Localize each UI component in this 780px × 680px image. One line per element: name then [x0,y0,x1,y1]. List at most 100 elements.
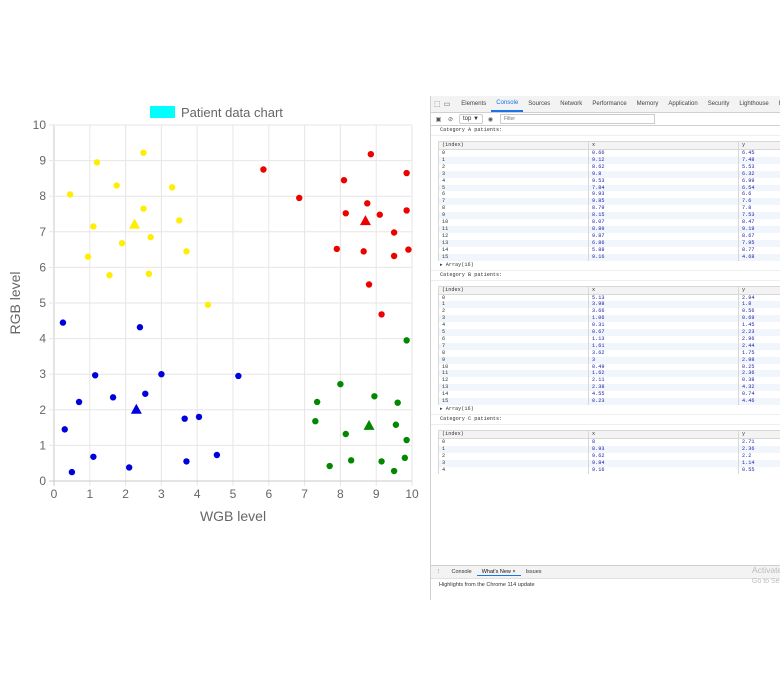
data-point [342,430,349,438]
legend-swatch [150,106,175,118]
table-header-cell[interactable]: (index) [438,430,589,439]
table-cell: 2.36 [738,445,780,453]
table-cell: 8.93 [588,445,739,453]
filter-input[interactable]: Filter [499,114,655,124]
table-header-row: (index) x y [438,285,780,295]
table-cell: 9.19 [738,225,780,233]
table-row: 14 4.55 0.74 [438,391,780,399]
table-row: 4 9.16 0.55 [438,466,780,474]
data-point [90,223,97,230]
table-cell: 7.95 [738,239,780,247]
devtools-tab-recorder[interactable]: Recorder [774,96,780,112]
context-selector[interactable]: top ▼ [459,114,483,124]
table-cell: 8 [438,349,589,357]
table-header-cell[interactable]: x [588,430,739,439]
devtools-tab-network[interactable]: Network [560,101,583,107]
table-cell: 6 [438,335,589,343]
data-point [145,270,153,278]
table-cell: 13 [438,239,589,247]
data-point [333,245,341,253]
table-cell: 9.8 [588,170,739,178]
y-tick-label: 7 [39,225,46,239]
data-point [392,421,400,428]
drawer-menu-icon[interactable]: ⋮ [436,569,442,575]
inspect-element-icon[interactable]: ⬚ [434,100,441,108]
data-point [342,210,349,217]
data-point [183,248,190,255]
data-point [136,324,144,331]
data-point [347,457,355,464]
data-point [91,372,99,379]
table-header-row: (index) x y [438,141,780,150]
data-point [260,166,267,173]
devtools-tab-elements[interactable]: Elements [461,101,487,107]
table-header-cell[interactable]: y [738,141,780,150]
x-tick-label: 10 [405,487,419,501]
centroid-marker [129,218,141,229]
devtools-tab-console[interactable]: Console [491,96,524,112]
devtools-tab-lighthouse[interactable]: Lighthouse [739,101,769,107]
x-tick-label: 0 [51,487,58,501]
table-cell: 0 [438,438,589,446]
table-row: 9 3 2.98 [438,356,780,364]
close-icon[interactable]: × [510,568,516,575]
table-header-cell[interactable]: (index) [438,285,589,295]
devtools-tab-application[interactable]: Application [668,101,698,107]
data-point [376,211,383,218]
table-cell: 3.62 [588,349,739,357]
data-point [204,301,212,308]
table-row: 15 9.16 4.68 [438,253,780,261]
table-row: 7 1.61 2.44 [438,342,780,350]
data-point [390,252,398,260]
table-cell: 0.67 [588,329,739,336]
sidebar-toggle-icon[interactable]: ▣ [435,116,442,123]
y-axis-title: RGB level [7,271,23,334]
table-cell: 14 [438,391,589,399]
drawer-tab-issues[interactable]: Issues [525,569,542,575]
table-header-cell[interactable]: (index) [438,141,589,150]
clear-console-icon[interactable]: ⊘ [447,116,454,123]
table-cell: 5.13 [588,294,739,302]
console-array-toggle[interactable]: ▸ Array(16) [431,261,780,271]
devtools-tab-sources[interactable]: Sources [528,101,551,107]
table-header-cell[interactable]: x [588,141,739,150]
devtools-tab-security[interactable]: Security [707,101,730,107]
table-cell: 0.66 [588,149,739,157]
table-cell: 12 [438,232,589,240]
table-header-cell[interactable]: x [588,285,739,295]
table-header-cell[interactable]: y [738,285,780,295]
table-row: 3 9.8 6.32 [438,170,780,178]
data-point [142,390,149,397]
table-row: 6 9.93 6.6 [438,191,780,199]
table-cell: 9.87 [588,232,739,240]
table-cell: 0.38 [738,377,780,385]
table-row: 11 1.62 2.36 [438,370,780,378]
table-row: 12 2.11 0.38 [438,377,780,385]
table-cell: 9.53 [588,177,739,185]
eye-icon[interactable]: ◉ [487,116,494,123]
table-row: 10 0.49 0.25 [438,363,780,371]
drawer-tab-console[interactable]: Console [451,569,472,575]
table-row: 0 0.66 6.45 [438,149,780,157]
data-point [390,467,398,475]
table-cell: 2.71 [738,438,780,446]
table-row: 2 3.66 0.56 [438,308,780,316]
devtools-tab-memory[interactable]: Memory [636,101,659,107]
table-cell: 1 [438,445,589,453]
data-point [403,436,410,444]
table-cell: 8.77 [738,246,780,254]
data-point [405,246,412,253]
table-row: 4 9.53 6.99 [438,177,780,185]
console-array-toggle[interactable]: ▸ Array(16) [431,405,780,415]
table-header-cell[interactable]: y [738,430,780,439]
device-toolbar-icon[interactable]: ▭ [443,100,451,108]
drawer-tab-what-s-new[interactable]: What's New × [476,568,521,576]
table-row: 7 9.85 7.6 [438,198,780,206]
table-row: 5 0.67 2.23 [438,329,780,336]
data-point [181,415,188,422]
x-tick-label: 9 [373,487,380,501]
table-cell: 8.62 [588,163,739,171]
devtools-tab-performance[interactable]: Performance [592,101,627,107]
table-cell: 0.74 [738,391,780,399]
x-tick-label: 6 [265,487,272,501]
